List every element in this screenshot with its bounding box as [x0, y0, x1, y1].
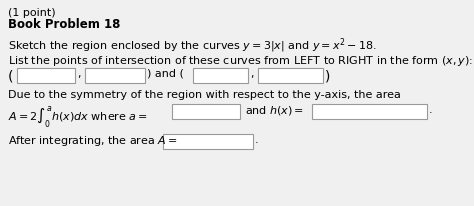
Text: Due to the symmetry of the region with respect to the y-axis, the area: Due to the symmetry of the region with r…: [8, 90, 401, 100]
Text: Sketch the region enclosed by the curves $y = 3|x|$ and $y = x^2 - 18$.: Sketch the region enclosed by the curves…: [8, 36, 377, 55]
Bar: [172, 104, 240, 119]
Bar: [193, 68, 248, 83]
Text: List the points of intersection of these curves from LEFT to RIGHT in the form $: List the points of intersection of these…: [8, 54, 473, 68]
Bar: [258, 68, 323, 83]
Text: (1 point): (1 point): [8, 8, 55, 18]
Text: and $h(x) =$: and $h(x) =$: [245, 104, 304, 117]
Bar: [85, 68, 145, 83]
Text: After integrating, the area $A =$: After integrating, the area $A =$: [8, 134, 178, 148]
Bar: [17, 68, 75, 83]
Text: Book Problem 18: Book Problem 18: [8, 18, 120, 31]
Text: ,: ,: [250, 69, 254, 79]
Text: ) and (: ) and (: [147, 69, 184, 79]
Text: .: .: [255, 135, 259, 145]
Bar: [163, 134, 253, 149]
Text: .: .: [429, 105, 433, 115]
Text: ): ): [325, 69, 330, 83]
Text: $A = 2\int_0^a h(x)dx$ where $a =$: $A = 2\int_0^a h(x)dx$ where $a =$: [8, 104, 148, 130]
Text: ,: ,: [77, 69, 81, 79]
Text: (: (: [8, 69, 13, 83]
Bar: [312, 104, 427, 119]
